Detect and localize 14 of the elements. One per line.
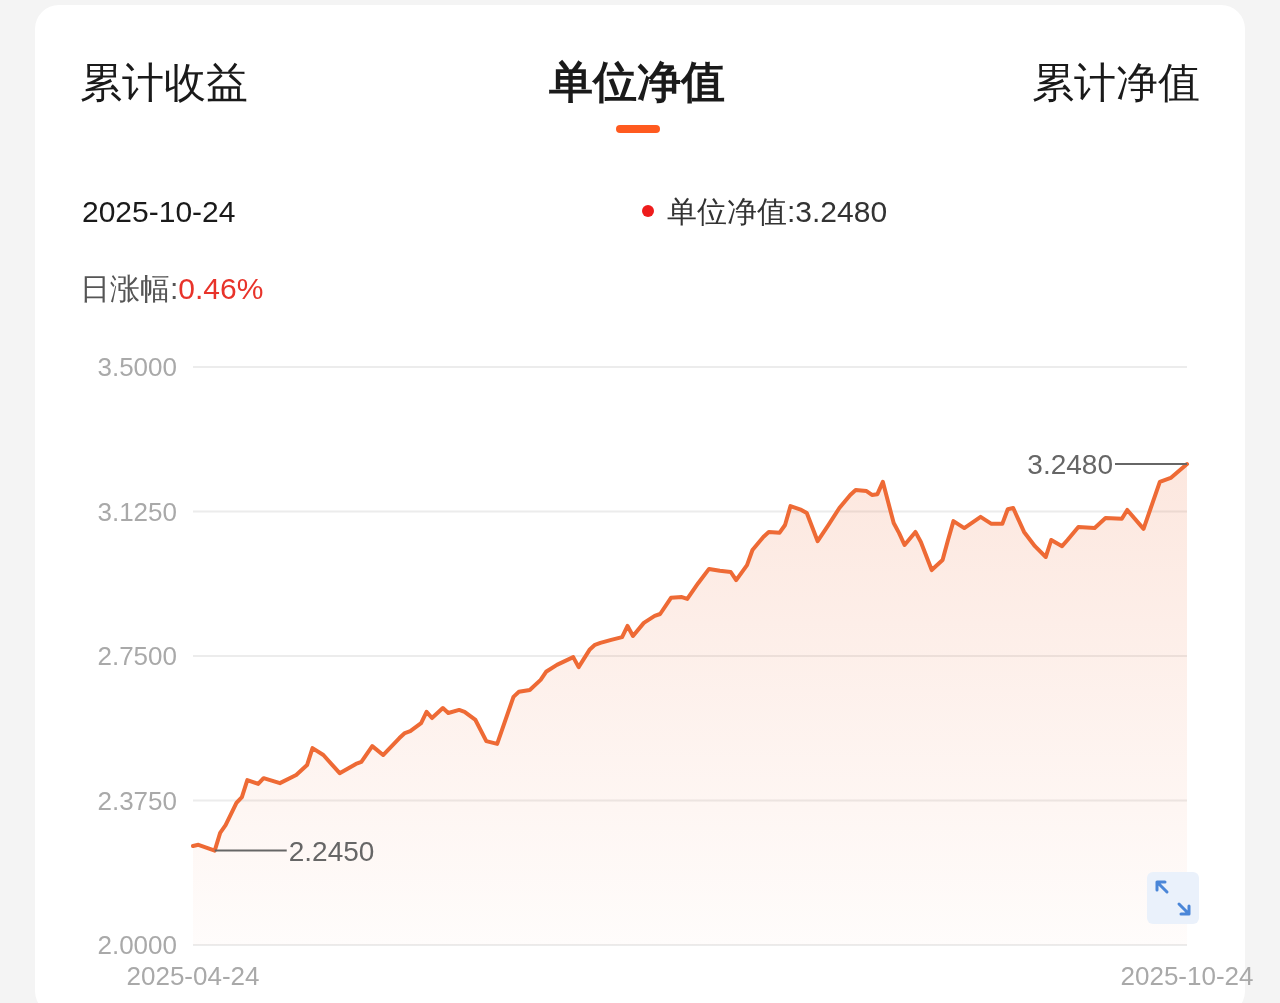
y-tick-label: 2.7500	[97, 641, 177, 671]
x-tick-label: 2025-04-24	[126, 961, 260, 991]
annotation: 3.2480	[1027, 449, 1113, 481]
text: 累计收益	[80, 59, 248, 106]
text: 单位净值:3.2480	[667, 195, 888, 228]
y-tick-label: 3.1250	[97, 496, 177, 527]
chart-title: 单位净值	[548, 57, 725, 106]
text: 日涨幅:0.46%	[80, 272, 264, 305]
y-tick-label: 3.5000	[97, 352, 177, 382]
text: 累计净值	[1032, 59, 1200, 106]
y-tick-label: 2.3750	[97, 785, 177, 816]
y-tick-label: 2.0000	[97, 930, 177, 960]
text: 2025-10-24	[82, 195, 236, 228]
annotation: 2.2450	[288, 835, 375, 867]
